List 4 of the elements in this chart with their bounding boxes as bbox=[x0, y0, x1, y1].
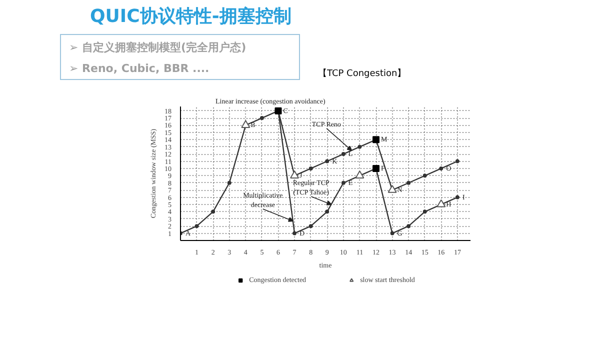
text: ➢ 自定义拥塞控制模型(完全用户态) bbox=[69, 41, 246, 54]
chart-title: QUIC协议特性-拥塞控制 bbox=[90, 5, 292, 29]
text: ➢ Reno, Cubic, BBR .... bbox=[69, 62, 210, 75]
text: 【TCP Congestion】 bbox=[318, 68, 406, 81]
